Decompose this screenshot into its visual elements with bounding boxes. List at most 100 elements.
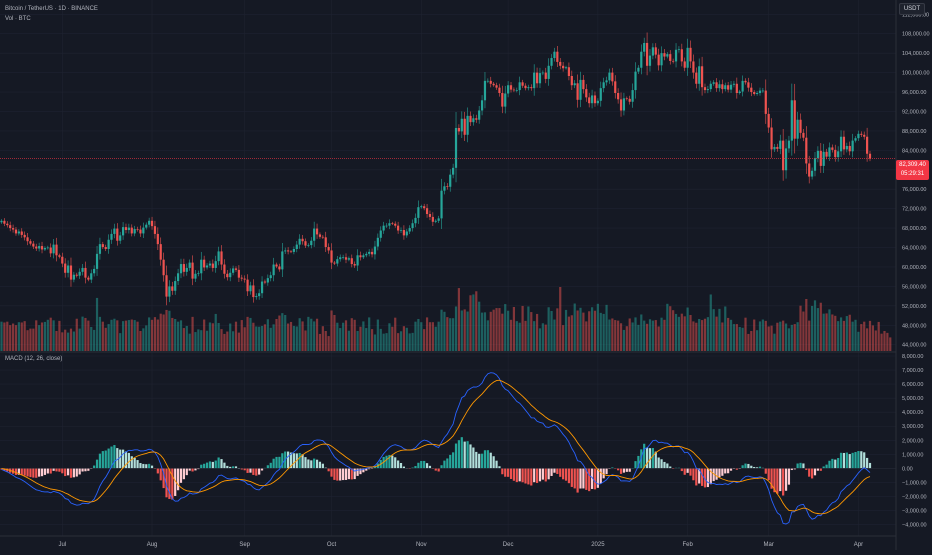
volume-bar	[463, 309, 466, 351]
candle-body	[313, 228, 316, 241]
macd-axis[interactable]: 8,000.00 7,000.00 6,000.00 5,000.00 4,000.00…	[902, 354, 927, 529]
volume-bar	[472, 294, 475, 351]
volume-bar	[556, 308, 559, 351]
volume-bar	[457, 288, 461, 351]
volume-bar	[469, 295, 472, 351]
candle-body	[223, 264, 226, 274]
histogram-bar	[443, 460, 446, 469]
volume-bar	[402, 326, 406, 351]
histogram-bar	[660, 459, 663, 469]
candle-body	[145, 224, 148, 228]
histogram-bar	[648, 448, 652, 469]
candle-body	[535, 72, 539, 84]
volume-bar	[460, 310, 463, 351]
candle-body	[460, 118, 463, 132]
volume-legend[interactable]: Vol · BTC	[5, 16, 31, 22]
volume-bar	[258, 326, 261, 351]
time-axis[interactable]: Jul Aug Sep Oct Nov Dec 2025 Feb Mar Apr	[58, 542, 863, 548]
histogram-bar	[446, 458, 449, 469]
macd-axis-label: 4,000.00	[902, 410, 923, 416]
volume-bar	[848, 314, 851, 351]
candle-body	[498, 87, 501, 94]
candle-body	[136, 229, 139, 230]
volume-bar	[483, 312, 487, 351]
symbol-legend[interactable]: Bitcoin / TetherUS · 1D · BINANCE	[5, 6, 98, 12]
histogram-bar	[480, 453, 484, 469]
histogram-bar	[234, 466, 238, 469]
macd-axis-label: 1,000.00	[902, 452, 923, 458]
volume-bar	[214, 313, 217, 351]
time-axis-label: Feb	[682, 542, 693, 548]
candle-body	[391, 223, 394, 224]
volume-bar	[81, 316, 84, 351]
volume-bar	[217, 323, 220, 351]
macd-axis-label: 5,000.00	[902, 396, 923, 402]
price-axis-label: 104,000.00	[902, 51, 930, 57]
volume-bar	[104, 327, 107, 351]
candle-body	[93, 268, 96, 274]
histogram-bar	[750, 465, 753, 469]
histogram-bar	[790, 468, 793, 471]
candle-body	[272, 264, 275, 276]
candle-body	[139, 229, 142, 234]
candle-body	[611, 72, 614, 82]
histogram-bar	[579, 468, 582, 489]
candle-body	[689, 47, 692, 62]
histogram-bar	[599, 468, 602, 484]
volume-bar	[414, 321, 417, 351]
histogram-bar	[150, 465, 154, 469]
candle-body	[174, 281, 177, 291]
histogram-bar	[342, 468, 345, 481]
candle-body	[35, 246, 38, 249]
candle-body	[750, 87, 753, 93]
candle-body	[249, 285, 252, 292]
candle-body	[382, 225, 385, 231]
volume-bar	[423, 329, 426, 351]
candle-body	[654, 47, 657, 55]
histogram-bar	[176, 468, 180, 491]
volume-bar	[139, 331, 142, 351]
candle-body	[504, 93, 507, 107]
candle-body	[628, 98, 631, 102]
volume-bar	[376, 319, 379, 351]
volume-bar	[576, 310, 579, 351]
candle-body	[237, 269, 240, 278]
histogram-bar	[683, 468, 686, 475]
volume-bar	[243, 327, 246, 351]
volume-bar	[188, 333, 191, 351]
candle-body	[376, 237, 379, 247]
candle-body	[40, 246, 44, 250]
currency-button[interactable]: USDT	[899, 3, 925, 15]
candle-body	[868, 153, 872, 159]
macd-legend[interactable]: MACD (12, 26, close)	[5, 356, 63, 362]
histogram-bar	[214, 460, 217, 469]
histogram-bar	[585, 468, 588, 490]
candle-body	[121, 227, 125, 236]
candle-body	[356, 255, 359, 266]
candle-body	[87, 277, 90, 280]
volume-bar	[307, 316, 310, 351]
price-axis-label: 44,000.00	[902, 343, 926, 349]
histogram-bar	[188, 468, 191, 471]
candle-body	[553, 51, 556, 59]
histogram-bar	[20, 468, 23, 476]
candle-body	[362, 255, 365, 258]
volume-bar	[758, 321, 762, 351]
volume-bar	[509, 319, 513, 351]
volume-bar	[298, 318, 301, 351]
volume-bar	[336, 322, 339, 351]
volume-bar	[559, 287, 562, 351]
volume-bar	[263, 324, 267, 351]
volume-bar	[593, 310, 597, 351]
price-axis[interactable]: 112,000.00 108,000.00 104,000.00 100,000.00…	[902, 12, 930, 348]
candle-body	[527, 87, 530, 89]
volume-bar	[564, 309, 568, 351]
macd-axis-label: −2,000.00	[902, 494, 927, 500]
candle-body	[298, 238, 301, 245]
candle-body	[437, 218, 440, 221]
histogram-bar	[507, 468, 510, 477]
histogram-bar	[831, 458, 834, 469]
